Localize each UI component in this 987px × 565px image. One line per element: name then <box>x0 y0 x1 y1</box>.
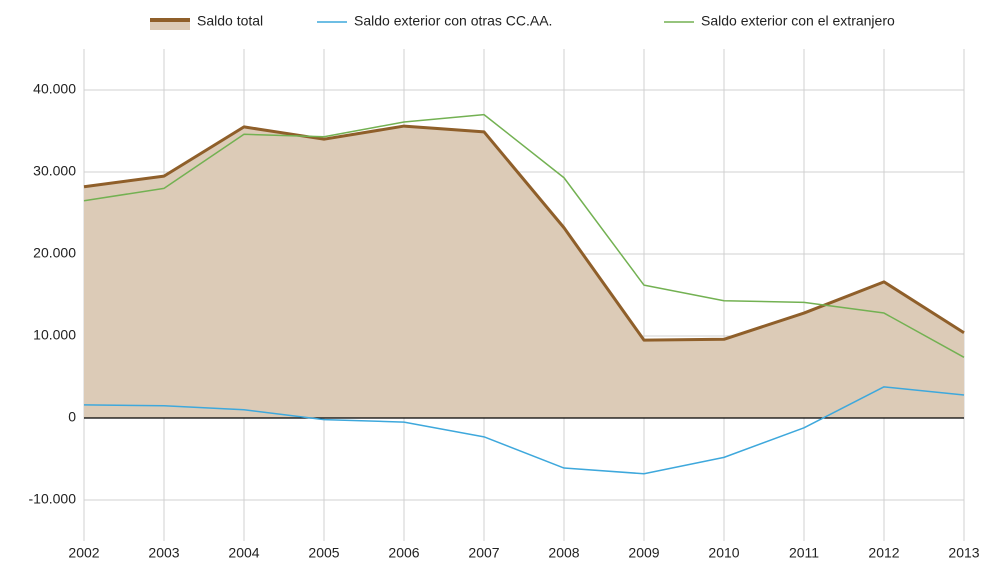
y-tick-label: -10.000 <box>29 491 77 507</box>
x-tick-label: 2011 <box>789 545 819 561</box>
x-tick-label: 2003 <box>148 545 179 561</box>
x-tick-label: 2012 <box>868 545 899 561</box>
x-tick-label: 2004 <box>228 545 259 561</box>
x-tick-label: 2013 <box>948 545 979 561</box>
x-tick-label: 2007 <box>468 545 499 561</box>
area <box>84 126 964 418</box>
x-tick-label: 2010 <box>708 545 739 561</box>
y-tick-label: 10.000 <box>33 327 76 343</box>
legend-label: Saldo total <box>197 13 263 29</box>
x-tick-label: 2002 <box>68 545 99 561</box>
x-tick-label: 2008 <box>548 545 579 561</box>
x-tick-label: 2006 <box>388 545 419 561</box>
x-tick-label: 2005 <box>308 545 339 561</box>
y-tick-label: 40.000 <box>33 81 76 97</box>
legend-label: Saldo exterior con el extranjero <box>701 13 895 29</box>
y-tick-label: 0 <box>68 409 76 425</box>
line <box>83 113 965 358</box>
legend-label: Saldo exterior con otras CC.AA. <box>354 13 552 29</box>
y-tick-label: 30.000 <box>33 163 76 179</box>
line <box>83 386 965 475</box>
line <box>83 124 965 342</box>
legend-swatch <box>150 20 190 30</box>
x-tick-label: 2009 <box>628 545 659 561</box>
y-tick-label: 20.000 <box>33 245 76 261</box>
